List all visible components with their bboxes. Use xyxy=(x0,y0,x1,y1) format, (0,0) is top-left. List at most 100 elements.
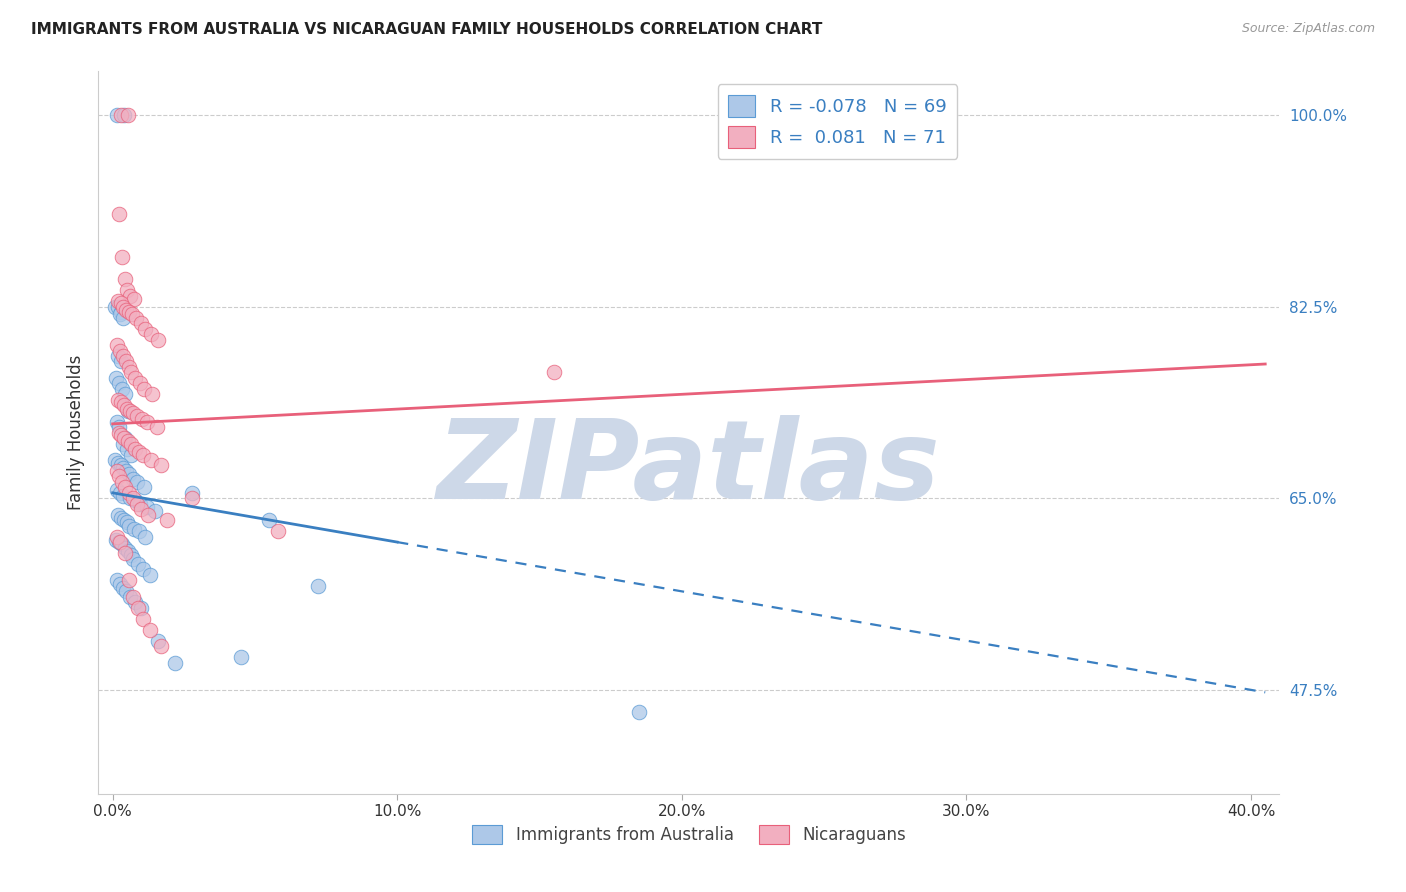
Point xyxy=(124,442,146,456)
Point xyxy=(120,491,142,506)
Point xyxy=(124,493,146,508)
Point xyxy=(120,289,142,303)
Point xyxy=(122,522,145,536)
Point xyxy=(117,359,139,374)
Point xyxy=(110,427,132,442)
Point xyxy=(114,431,136,445)
Point xyxy=(114,272,136,286)
Point xyxy=(143,504,166,518)
Point xyxy=(111,475,134,489)
Point xyxy=(108,485,131,500)
Point xyxy=(111,349,134,363)
Point xyxy=(112,581,135,595)
Text: IMMIGRANTS FROM AUSTRALIA VS NICARAGUAN FAMILY HOUSEHOLDS CORRELATION CHART: IMMIGRANTS FROM AUSTRALIA VS NICARAGUAN … xyxy=(31,22,823,37)
Point xyxy=(105,483,128,497)
Point xyxy=(110,511,132,525)
Point xyxy=(110,296,132,310)
Point xyxy=(104,453,127,467)
Point xyxy=(132,448,155,462)
Point xyxy=(110,305,132,319)
Point xyxy=(148,633,170,648)
Point xyxy=(107,456,129,470)
Point xyxy=(112,460,135,475)
Point xyxy=(108,420,131,434)
Point xyxy=(111,382,134,396)
Point xyxy=(108,343,131,358)
Point xyxy=(114,480,136,494)
Point xyxy=(127,600,149,615)
Point xyxy=(124,595,146,609)
Point xyxy=(110,108,132,122)
Point xyxy=(135,500,157,514)
Point xyxy=(118,574,141,588)
Point xyxy=(131,412,153,426)
Point xyxy=(141,387,163,401)
Legend: Immigrants from Australia, Nicaraguans: Immigrants from Australia, Nicaraguans xyxy=(465,818,912,851)
Point xyxy=(139,453,162,467)
Point xyxy=(118,590,141,604)
Point xyxy=(128,376,150,391)
Point xyxy=(117,108,139,122)
Point xyxy=(156,513,179,527)
Point xyxy=(125,310,148,325)
Point xyxy=(543,366,565,380)
Point xyxy=(105,415,128,429)
Point xyxy=(121,491,143,506)
Point xyxy=(127,557,149,571)
Point xyxy=(117,403,139,417)
Point xyxy=(118,305,141,319)
Point xyxy=(131,612,153,626)
Point xyxy=(111,537,134,551)
Point xyxy=(117,544,139,558)
Point xyxy=(132,382,155,396)
Point xyxy=(628,705,651,719)
Point xyxy=(125,497,148,511)
Point xyxy=(104,300,127,314)
Point xyxy=(110,458,132,473)
Point xyxy=(148,333,170,347)
Point xyxy=(107,574,129,588)
Point xyxy=(128,524,150,538)
Point xyxy=(165,656,187,670)
Point xyxy=(112,513,135,527)
Point xyxy=(307,579,329,593)
Point xyxy=(138,568,160,582)
Point xyxy=(110,535,132,549)
Point xyxy=(267,524,290,538)
Point xyxy=(105,338,128,352)
Point xyxy=(120,448,142,462)
Point xyxy=(108,207,131,221)
Text: ZIPatlas: ZIPatlas xyxy=(437,416,941,522)
Point xyxy=(107,349,129,363)
Point xyxy=(115,584,138,599)
Point xyxy=(128,445,150,459)
Point xyxy=(110,354,132,368)
Point xyxy=(134,530,156,544)
Point xyxy=(105,533,128,547)
Point xyxy=(114,354,136,368)
Point xyxy=(117,442,139,456)
Point xyxy=(112,108,135,122)
Point xyxy=(111,489,134,503)
Point xyxy=(127,409,149,424)
Point xyxy=(122,406,145,420)
Point xyxy=(112,398,135,412)
Point xyxy=(105,464,128,478)
Point xyxy=(132,480,155,494)
Point xyxy=(105,371,128,385)
Point xyxy=(107,530,129,544)
Point xyxy=(181,491,204,506)
Point xyxy=(110,576,132,591)
Point xyxy=(124,371,146,385)
Point xyxy=(136,508,159,522)
Point xyxy=(117,434,139,449)
Point xyxy=(111,310,134,325)
Point xyxy=(120,436,142,450)
Point xyxy=(112,431,135,445)
Text: Source: ZipAtlas.com: Source: ZipAtlas.com xyxy=(1241,22,1375,36)
Point xyxy=(138,623,160,637)
Point xyxy=(118,518,141,533)
Point xyxy=(107,508,129,522)
Point xyxy=(181,485,204,500)
Point xyxy=(115,516,138,530)
